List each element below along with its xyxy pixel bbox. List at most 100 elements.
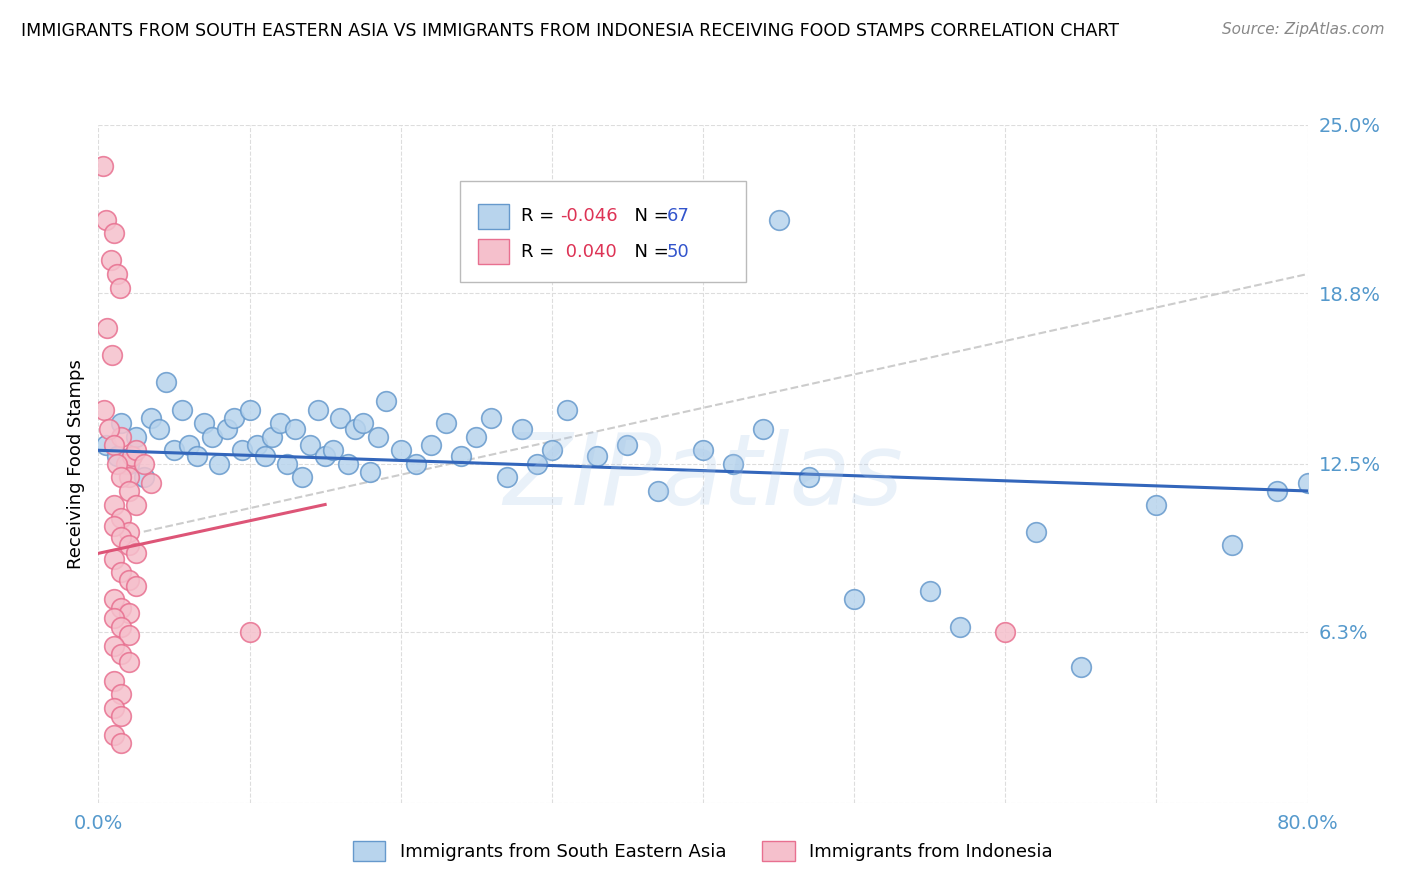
- Point: [100, 253, 122, 268]
- Point: [170, 402, 193, 417]
- Point: [262, 430, 284, 444]
- Text: Source: ZipAtlas.com: Source: ZipAtlas.com: [1222, 22, 1385, 37]
- Point: [239, 624, 262, 639]
- Point: [125, 498, 148, 512]
- Point: [495, 470, 517, 484]
- Legend: Immigrants from South Eastern Asia, Immigrants from Indonesia: Immigrants from South Eastern Asia, Immi…: [346, 834, 1060, 868]
- Point: [555, 402, 578, 417]
- Point: [723, 457, 745, 471]
- Point: [284, 421, 307, 435]
- Text: N =: N =: [623, 243, 675, 260]
- Text: -0.046: -0.046: [560, 207, 617, 225]
- Point: [434, 416, 457, 430]
- Text: 67: 67: [666, 207, 690, 225]
- Point: [94, 212, 117, 227]
- Point: [481, 410, 503, 425]
- Point: [215, 421, 238, 435]
- Point: [352, 416, 374, 430]
- Point: [118, 470, 141, 484]
- Point: [307, 402, 329, 417]
- Point: [110, 530, 132, 544]
- Point: [103, 673, 125, 688]
- Point: [224, 410, 246, 425]
- Point: [752, 421, 775, 435]
- Point: [768, 212, 790, 227]
- Point: [105, 449, 128, 463]
- Point: [540, 443, 562, 458]
- Point: [98, 421, 121, 435]
- Point: [103, 551, 125, 566]
- Point: [844, 592, 866, 607]
- Point: [141, 410, 163, 425]
- Point: [322, 443, 344, 458]
- Point: [110, 511, 132, 525]
- Point: [103, 611, 125, 625]
- Point: [201, 430, 224, 444]
- Point: [125, 546, 148, 560]
- Point: [239, 402, 262, 417]
- Point: [336, 457, 359, 471]
- Point: [110, 736, 132, 750]
- Point: [118, 655, 141, 669]
- Point: [405, 457, 427, 471]
- Point: [314, 449, 336, 463]
- Point: [132, 470, 155, 484]
- Point: [118, 483, 141, 498]
- Point: [108, 280, 131, 294]
- Point: [125, 430, 148, 444]
- Point: [132, 457, 155, 471]
- Point: [118, 606, 141, 620]
- Point: [186, 449, 208, 463]
- Point: [125, 579, 148, 593]
- Point: [148, 421, 170, 435]
- Point: [510, 421, 533, 435]
- Point: [450, 449, 472, 463]
- Text: IMMIGRANTS FROM SOUTH EASTERN ASIA VS IMMIGRANTS FROM INDONESIA RECEIVING FOOD S: IMMIGRANTS FROM SOUTH EASTERN ASIA VS IM…: [21, 22, 1119, 40]
- Point: [103, 701, 125, 715]
- Point: [163, 443, 186, 458]
- Point: [246, 438, 269, 452]
- Point: [103, 639, 125, 653]
- Point: [420, 438, 443, 452]
- Point: [1220, 538, 1243, 552]
- Text: ZIPatlas: ZIPatlas: [503, 429, 903, 526]
- Point: [110, 600, 132, 615]
- Point: [797, 470, 820, 484]
- Point: [616, 438, 638, 452]
- Point: [231, 443, 253, 458]
- Point: [1144, 498, 1167, 512]
- Point: [269, 416, 291, 430]
- Point: [208, 457, 231, 471]
- Point: [1070, 660, 1092, 674]
- Point: [1267, 483, 1289, 498]
- Point: [118, 457, 141, 471]
- Point: [103, 227, 125, 241]
- Point: [692, 443, 714, 458]
- Point: [155, 376, 177, 390]
- Point: [141, 475, 163, 490]
- Point: [103, 519, 125, 533]
- Text: 50: 50: [666, 243, 689, 260]
- Point: [1296, 475, 1319, 490]
- Point: [994, 624, 1017, 639]
- Point: [103, 498, 125, 512]
- Point: [91, 159, 114, 173]
- Point: [586, 449, 609, 463]
- Point: [299, 438, 322, 452]
- Point: [110, 566, 132, 580]
- Point: [344, 421, 367, 435]
- Point: [329, 410, 352, 425]
- Point: [110, 687, 132, 701]
- Point: [647, 483, 669, 498]
- Point: [110, 470, 132, 484]
- Point: [949, 619, 972, 633]
- Point: [918, 584, 941, 599]
- Point: [360, 465, 382, 479]
- Point: [121, 449, 143, 463]
- Point: [110, 709, 132, 723]
- Point: [110, 619, 132, 633]
- Text: R =: R =: [520, 207, 560, 225]
- Point: [103, 592, 125, 607]
- Point: [253, 449, 276, 463]
- Text: 0.040: 0.040: [560, 243, 617, 260]
